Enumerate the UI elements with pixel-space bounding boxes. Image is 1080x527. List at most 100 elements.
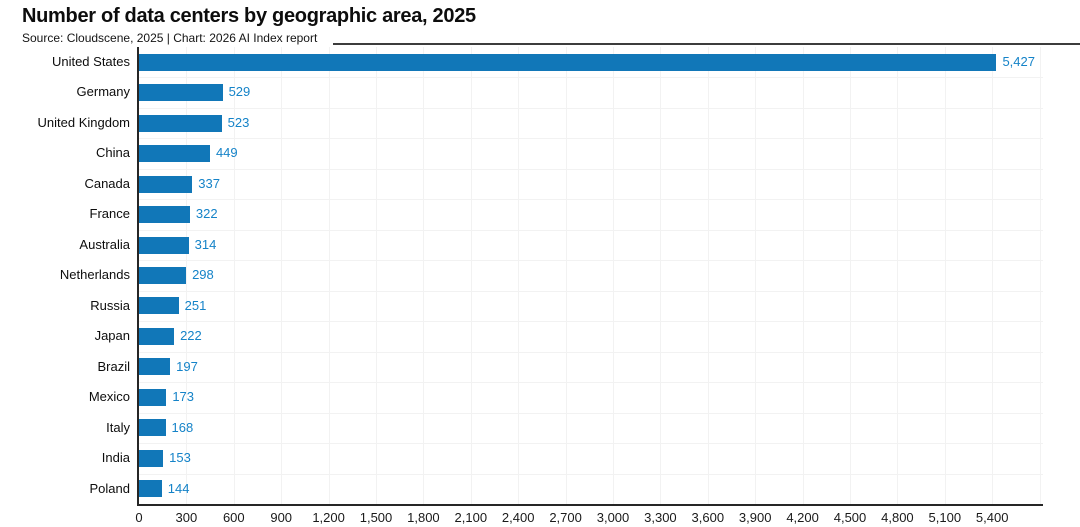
x-axis-tick-label: 1,200 [312, 510, 345, 525]
grid-line-horizontal [139, 260, 1043, 262]
bar-value-label: 153 [169, 450, 191, 466]
x-axis-tick-label: 4,800 [881, 510, 914, 525]
grid-line-vertical [518, 47, 520, 504]
grid-line-vertical [565, 47, 567, 504]
x-axis-tick-label: 4,500 [833, 510, 867, 525]
bar-value-label: 529 [228, 84, 251, 100]
grid-line-vertical [992, 47, 994, 504]
bar-value-label: 314 [194, 236, 217, 252]
grid-line-horizontal [139, 321, 1043, 323]
category-label: China [96, 145, 130, 161]
grid-line-horizontal [139, 138, 1043, 140]
category-label: Australia [79, 236, 130, 252]
category-label: Brazil [97, 358, 130, 374]
bar-value-label: 298 [192, 267, 214, 283]
grid-line-horizontal [139, 199, 1043, 201]
x-axis-tick-label: 5,400 [975, 510, 1009, 525]
grid-line-vertical [613, 47, 614, 504]
category-label: Mexico [88, 389, 130, 405]
grid-line-horizontal [139, 290, 1043, 292]
x-axis-tick-label: 0 [135, 510, 143, 525]
category-label: France [89, 206, 130, 222]
bar [139, 236, 189, 254]
x-axis-tick-label: 2,100 [454, 510, 488, 525]
bar [139, 449, 164, 467]
bar [139, 419, 166, 437]
grid-line-horizontal [139, 107, 1043, 109]
category-label: Germany [76, 84, 130, 100]
grid-line-horizontal [139, 473, 1043, 475]
category-label: Italy [106, 419, 130, 435]
grid-line-vertical [897, 47, 899, 504]
bar-value-label: 168 [171, 419, 194, 435]
grid-line-horizontal [139, 382, 1043, 384]
bar-value-label: 5,427 [1002, 54, 1035, 69]
grid-line-vertical [470, 47, 472, 504]
grid-line-vertical [376, 47, 377, 504]
x-axis-tick-label: 2,400 [501, 510, 535, 525]
x-axis-tick-label: 1,800 [407, 510, 440, 525]
category-label: Japan [94, 328, 130, 344]
bar-value-label: 222 [180, 328, 202, 344]
grid-line-horizontal [139, 412, 1043, 414]
x-axis-tick-label: 3,900 [738, 510, 772, 525]
bar-value-label: 173 [172, 389, 195, 405]
header-rule [333, 43, 1080, 45]
bar [139, 358, 171, 376]
x-axis-tick-label: 300 [175, 510, 198, 525]
category-label: Netherlands [59, 267, 130, 283]
bar [139, 53, 997, 71]
x-axis-tick-label: 900 [270, 510, 293, 525]
grid-line-vertical [850, 47, 851, 504]
x-axis-tick-label: 3,600 [691, 510, 725, 525]
bar-value-label: 449 [215, 145, 238, 161]
x-axis-tick-label: 3,000 [596, 510, 630, 525]
grid-line-horizontal [139, 351, 1043, 353]
grid-line-vertical [660, 47, 662, 504]
grid-line-vertical [186, 47, 188, 504]
bar [139, 206, 190, 224]
bar [139, 388, 167, 406]
category-label: Russia [90, 297, 130, 313]
grid-line-vertical [233, 47, 235, 504]
bar-value-label: 144 [167, 480, 190, 496]
x-axis-tick-label: 3,300 [644, 510, 677, 525]
grid-line-horizontal [139, 229, 1043, 231]
grid-line-vertical [1039, 47, 1041, 504]
bar [139, 145, 210, 163]
grid-line-horizontal [139, 443, 1043, 445]
bar [139, 84, 223, 102]
x-axis-tick-label: 4,200 [786, 510, 819, 525]
category-labels-column: United States Germany United Kingdom China C… [0, 47, 131, 504]
grid-line-vertical [802, 47, 804, 504]
bar-value-label: 322 [195, 206, 218, 222]
plot-area: 5,427 529 523 449 337 322 314 298 251 222 197 173 16… [135, 47, 1043, 525]
bar [139, 327, 175, 345]
grid-line-horizontal [139, 168, 1043, 170]
bar [139, 297, 179, 315]
x-axis-tick-label: 600 [222, 510, 245, 525]
x-axis-tick-label: 5,100 [928, 510, 962, 525]
chart-title: Number of data centers by geographic are… [22, 5, 476, 27]
x-axis-tick-label: 2,700 [549, 510, 582, 525]
category-label: United States [51, 54, 130, 69]
grid-line-vertical [707, 47, 709, 504]
category-label: Poland [89, 480, 130, 496]
category-label: United Kingdom [37, 114, 131, 130]
bar-value-label: 337 [198, 175, 220, 191]
category-label: Canada [84, 175, 130, 191]
grid-line-vertical [423, 47, 425, 504]
bar-value-label: 251 [184, 297, 207, 313]
grid-line-vertical [755, 47, 757, 504]
grid-line-horizontal [139, 77, 1043, 79]
bar [139, 267, 187, 284]
bar [139, 480, 162, 498]
bar [139, 175, 193, 193]
grid-line-vertical [281, 47, 283, 504]
chart-source-line: Source: Cloudscene, 2025 | Chart: 2026 A… [22, 31, 318, 45]
x-axis-tick-label: 1,500 [359, 510, 393, 525]
grid-line-vertical [328, 47, 330, 504]
grid-line-vertical [944, 47, 946, 504]
bar-value-label: 197 [176, 358, 198, 374]
